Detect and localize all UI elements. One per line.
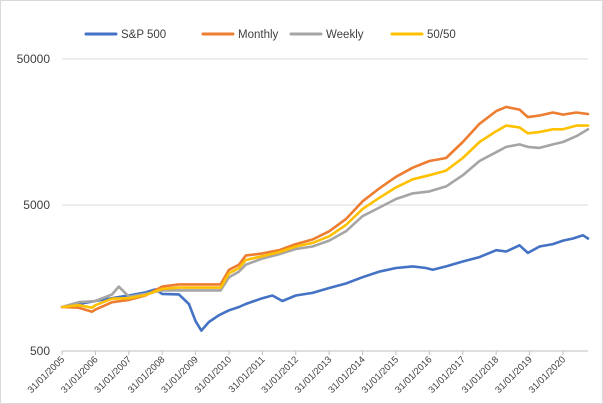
y-axis-tick-labels: 50000 5000 500 <box>17 52 51 358</box>
legend-label: Monthly <box>238 29 279 41</box>
series-line-monthly <box>60 105 590 313</box>
legend-label: 50/50 <box>427 29 456 41</box>
legend-label: Weekly <box>326 29 364 41</box>
legend: S&P 500 Monthly Weekly 50/50 <box>84 29 456 41</box>
series-line-s-p-500 <box>60 234 590 332</box>
y-tick-label: 500 <box>30 344 50 358</box>
x-axis-tick-labels: 31/01/200531/01/200631/01/200731/01/2008… <box>26 351 568 396</box>
series-line-50-50 <box>60 124 590 309</box>
legend-label: S&P 500 <box>121 29 166 41</box>
series-line-weekly <box>60 128 590 309</box>
y-tick-label: 50000 <box>17 52 51 66</box>
series-lines <box>60 105 590 332</box>
gridlines <box>62 58 588 352</box>
y-tick-label: 5000 <box>23 198 50 212</box>
